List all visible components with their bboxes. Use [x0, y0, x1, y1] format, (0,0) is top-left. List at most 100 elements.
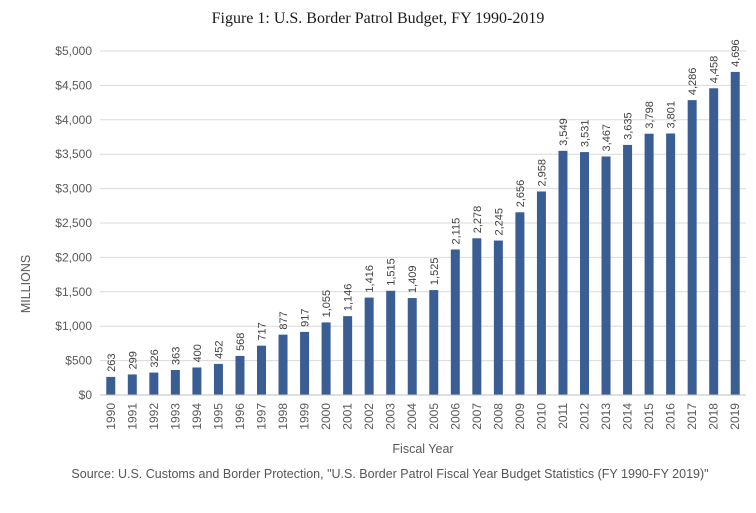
bar: [407, 298, 417, 395]
x-tick-label: 2013: [599, 403, 613, 430]
x-tick-label: 2009: [513, 403, 527, 430]
bars: [106, 71, 740, 396]
data-label: 1,146: [343, 284, 355, 312]
data-label: 452: [213, 341, 225, 359]
data-label: 2,245: [493, 208, 505, 236]
data-label: 3,549: [558, 118, 570, 146]
x-tick-label: 2006: [448, 403, 462, 430]
bar: [149, 372, 159, 395]
y-tick-label: $0: [79, 388, 93, 402]
x-tick-label: 2001: [341, 403, 355, 430]
bar: [709, 88, 719, 395]
x-tick-label: 1995: [211, 403, 225, 430]
gridlines: [100, 50, 746, 362]
bar: [472, 238, 482, 395]
y-tick-label: $4,000: [55, 113, 92, 127]
data-label: 3,635: [623, 112, 635, 140]
bar: [106, 376, 116, 395]
x-tick-label: 1996: [233, 403, 247, 430]
data-label: 1,055: [321, 290, 333, 318]
x-tick-label: 2003: [384, 403, 398, 430]
bar: [300, 331, 310, 395]
bar: [580, 152, 589, 395]
data-label: 4,696: [730, 39, 742, 67]
y-tick-label: $3,000: [55, 182, 92, 196]
x-tick-label: 2007: [470, 403, 484, 430]
x-axis-title: Fiscal Year: [392, 442, 453, 456]
data-label: 326: [149, 349, 161, 367]
bar: [343, 316, 353, 395]
data-label: 299: [127, 351, 139, 369]
bar: [666, 133, 676, 395]
data-label: 877: [278, 311, 290, 329]
x-tick-label: 2012: [578, 403, 592, 430]
data-label: 363: [170, 347, 182, 365]
x-tick-label: 2019: [728, 403, 742, 430]
bar: [127, 374, 137, 395]
x-tick-label: 2018: [707, 403, 721, 430]
bar: [623, 144, 633, 395]
bar: [558, 150, 568, 395]
data-label: 917: [300, 309, 312, 327]
bar: [644, 133, 654, 395]
x-tick-label: 1997: [255, 403, 269, 430]
x-tick-label: 2010: [534, 403, 548, 430]
x-tick-label: 1998: [276, 403, 290, 430]
bar: [386, 290, 396, 395]
bar: [536, 191, 546, 395]
x-tick-label: 2008: [491, 403, 505, 430]
bar: [192, 367, 202, 395]
x-tick-label: 2017: [685, 403, 699, 430]
bar: [493, 240, 503, 395]
data-label: 3,531: [580, 120, 592, 148]
source-note: Source: U.S. Customs and Border Protecti…: [71, 467, 709, 481]
x-tick-label: 2004: [405, 403, 419, 430]
y-tick-label: $2,500: [55, 216, 92, 230]
data-labels: 263 299 326 363 400 452 568 717 877 917 1,055 1,146…: [106, 39, 742, 372]
x-tick-label: 2005: [427, 403, 441, 430]
x-tick-label: 2016: [664, 403, 678, 430]
x-tick-label: 2011: [556, 403, 570, 429]
y-axis-title: MILLIONS: [19, 255, 33, 313]
data-label: 400: [192, 344, 204, 362]
bar: [235, 355, 245, 395]
data-label: 717: [257, 322, 269, 340]
data-label: 3,801: [666, 101, 678, 129]
bar: [257, 345, 266, 395]
data-label: 2,656: [515, 180, 527, 208]
y-tick-label: $500: [65, 354, 92, 368]
x-tick-label: 1993: [168, 403, 182, 430]
bar: [170, 370, 180, 395]
y-axis-ticks: $0 $500 $1,000 $1,500 $2,000 $2,500 $3,000 $3,5…: [55, 44, 92, 402]
x-tick-label: 1992: [147, 403, 161, 430]
data-label: 2,115: [450, 218, 462, 245]
bar: [687, 100, 697, 395]
bar: [321, 322, 331, 395]
bar: [450, 249, 460, 395]
x-axis-ticks: 1990 1991 1992 1993 1994 1995 1996 1997 1998 1999…: [104, 403, 742, 430]
x-tick-label: 2015: [642, 403, 656, 430]
data-label: 3,467: [601, 124, 613, 152]
data-label: 4,286: [687, 68, 699, 96]
x-tick-label: 1991: [125, 403, 139, 430]
chart-title: Figure 1: U.S. Border Patrol Budget, FY …: [211, 10, 545, 27]
y-tick-label: $4,500: [55, 78, 92, 92]
data-label: 1,515: [386, 258, 398, 286]
bar: [601, 156, 611, 395]
data-label: 568: [235, 333, 247, 351]
bar: [364, 297, 374, 395]
y-tick-label: $1,500: [55, 285, 92, 299]
bar: [515, 212, 525, 395]
data-label: 2,958: [536, 159, 548, 187]
data-label: 1,409: [407, 266, 419, 294]
x-tick-label: 1999: [298, 403, 312, 430]
bar: [278, 334, 288, 395]
x-tick-label: 2014: [621, 403, 635, 430]
bar: [213, 363, 223, 395]
bar: [429, 290, 439, 395]
data-label: 263: [106, 354, 118, 372]
data-label: 2,278: [472, 206, 484, 234]
data-label: 1,525: [429, 258, 441, 286]
x-tick-label: 2002: [362, 403, 376, 430]
